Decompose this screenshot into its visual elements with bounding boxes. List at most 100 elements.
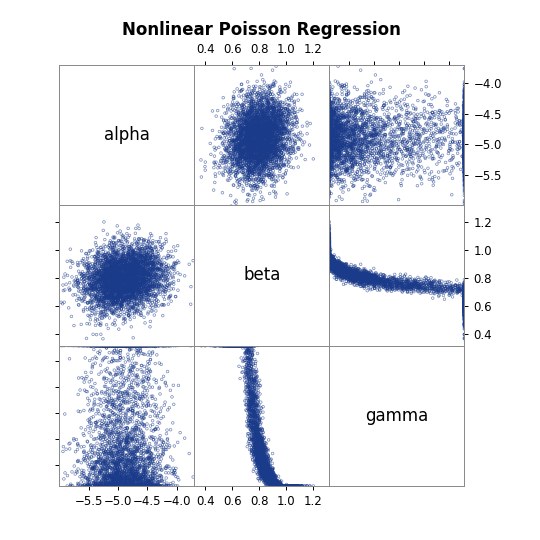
Point xyxy=(244,99,253,107)
Point xyxy=(336,264,345,273)
Point xyxy=(130,259,139,268)
Point xyxy=(249,410,258,419)
Point xyxy=(327,119,335,128)
Point xyxy=(105,433,114,442)
Point xyxy=(130,468,138,477)
Point xyxy=(460,102,469,111)
Point xyxy=(269,107,278,116)
Point xyxy=(260,139,268,148)
Point xyxy=(460,286,469,295)
Point xyxy=(279,143,288,151)
Point xyxy=(122,261,131,270)
Point xyxy=(275,480,284,488)
Point xyxy=(128,282,137,291)
Point xyxy=(242,159,251,167)
Point xyxy=(245,341,253,350)
Point xyxy=(325,244,334,253)
Point xyxy=(236,130,245,139)
Point xyxy=(131,246,139,254)
Point xyxy=(108,284,117,292)
Point xyxy=(240,147,248,156)
Point xyxy=(275,125,284,134)
Point xyxy=(146,243,154,252)
Point xyxy=(249,408,258,417)
Point xyxy=(244,126,252,135)
Point xyxy=(230,101,238,110)
Point xyxy=(219,171,228,180)
Point xyxy=(142,482,151,490)
Point xyxy=(270,475,279,484)
Point xyxy=(258,161,267,170)
Point xyxy=(71,341,79,350)
Point xyxy=(254,163,262,171)
Point xyxy=(140,246,149,255)
Point xyxy=(255,416,264,425)
Point xyxy=(269,117,278,126)
Point xyxy=(269,153,278,162)
Point xyxy=(327,115,335,124)
Point xyxy=(153,258,162,266)
Point xyxy=(98,420,106,428)
Point xyxy=(144,245,153,254)
Point xyxy=(240,146,249,154)
Point xyxy=(117,341,126,350)
Point xyxy=(246,406,254,414)
Point xyxy=(250,104,259,112)
Point xyxy=(240,154,249,163)
Point xyxy=(277,129,286,138)
Point xyxy=(133,264,142,273)
Point xyxy=(238,144,247,153)
Point xyxy=(245,168,254,177)
Point xyxy=(145,290,153,299)
Point xyxy=(348,106,357,114)
Point xyxy=(372,279,381,287)
Point xyxy=(113,430,122,438)
Point xyxy=(148,287,157,296)
Point xyxy=(130,341,139,350)
Point xyxy=(460,168,469,177)
Point xyxy=(103,341,112,350)
Point xyxy=(254,136,263,144)
Point xyxy=(91,341,99,350)
Point xyxy=(266,475,274,483)
Point xyxy=(129,279,137,288)
Point xyxy=(102,266,111,275)
Point xyxy=(133,280,142,288)
Point xyxy=(151,472,159,481)
Point xyxy=(100,260,109,269)
Point xyxy=(70,282,78,291)
Point xyxy=(130,266,138,275)
Point xyxy=(246,134,255,143)
Point xyxy=(242,341,251,350)
Point xyxy=(325,137,334,146)
Point xyxy=(104,264,113,273)
Point xyxy=(460,295,469,303)
Point xyxy=(108,341,117,350)
Point xyxy=(109,238,117,247)
Point xyxy=(114,458,123,467)
Point xyxy=(121,315,130,323)
Point xyxy=(105,397,114,406)
Point xyxy=(140,341,149,350)
Point xyxy=(108,472,117,481)
Point xyxy=(120,449,129,458)
Point xyxy=(262,140,271,149)
Point xyxy=(328,263,336,272)
Point xyxy=(398,279,407,287)
Point xyxy=(246,130,254,138)
Point xyxy=(460,154,469,163)
Point xyxy=(131,287,139,295)
Point xyxy=(247,413,255,421)
Point xyxy=(325,235,334,244)
Point xyxy=(460,145,469,153)
Point xyxy=(326,137,335,146)
Point xyxy=(113,481,122,490)
Point xyxy=(237,341,246,350)
Point xyxy=(114,272,123,281)
Point xyxy=(124,350,132,359)
Point xyxy=(268,105,276,113)
Point xyxy=(332,264,340,272)
Point xyxy=(132,477,141,486)
Point xyxy=(98,252,107,260)
Point xyxy=(253,441,261,449)
